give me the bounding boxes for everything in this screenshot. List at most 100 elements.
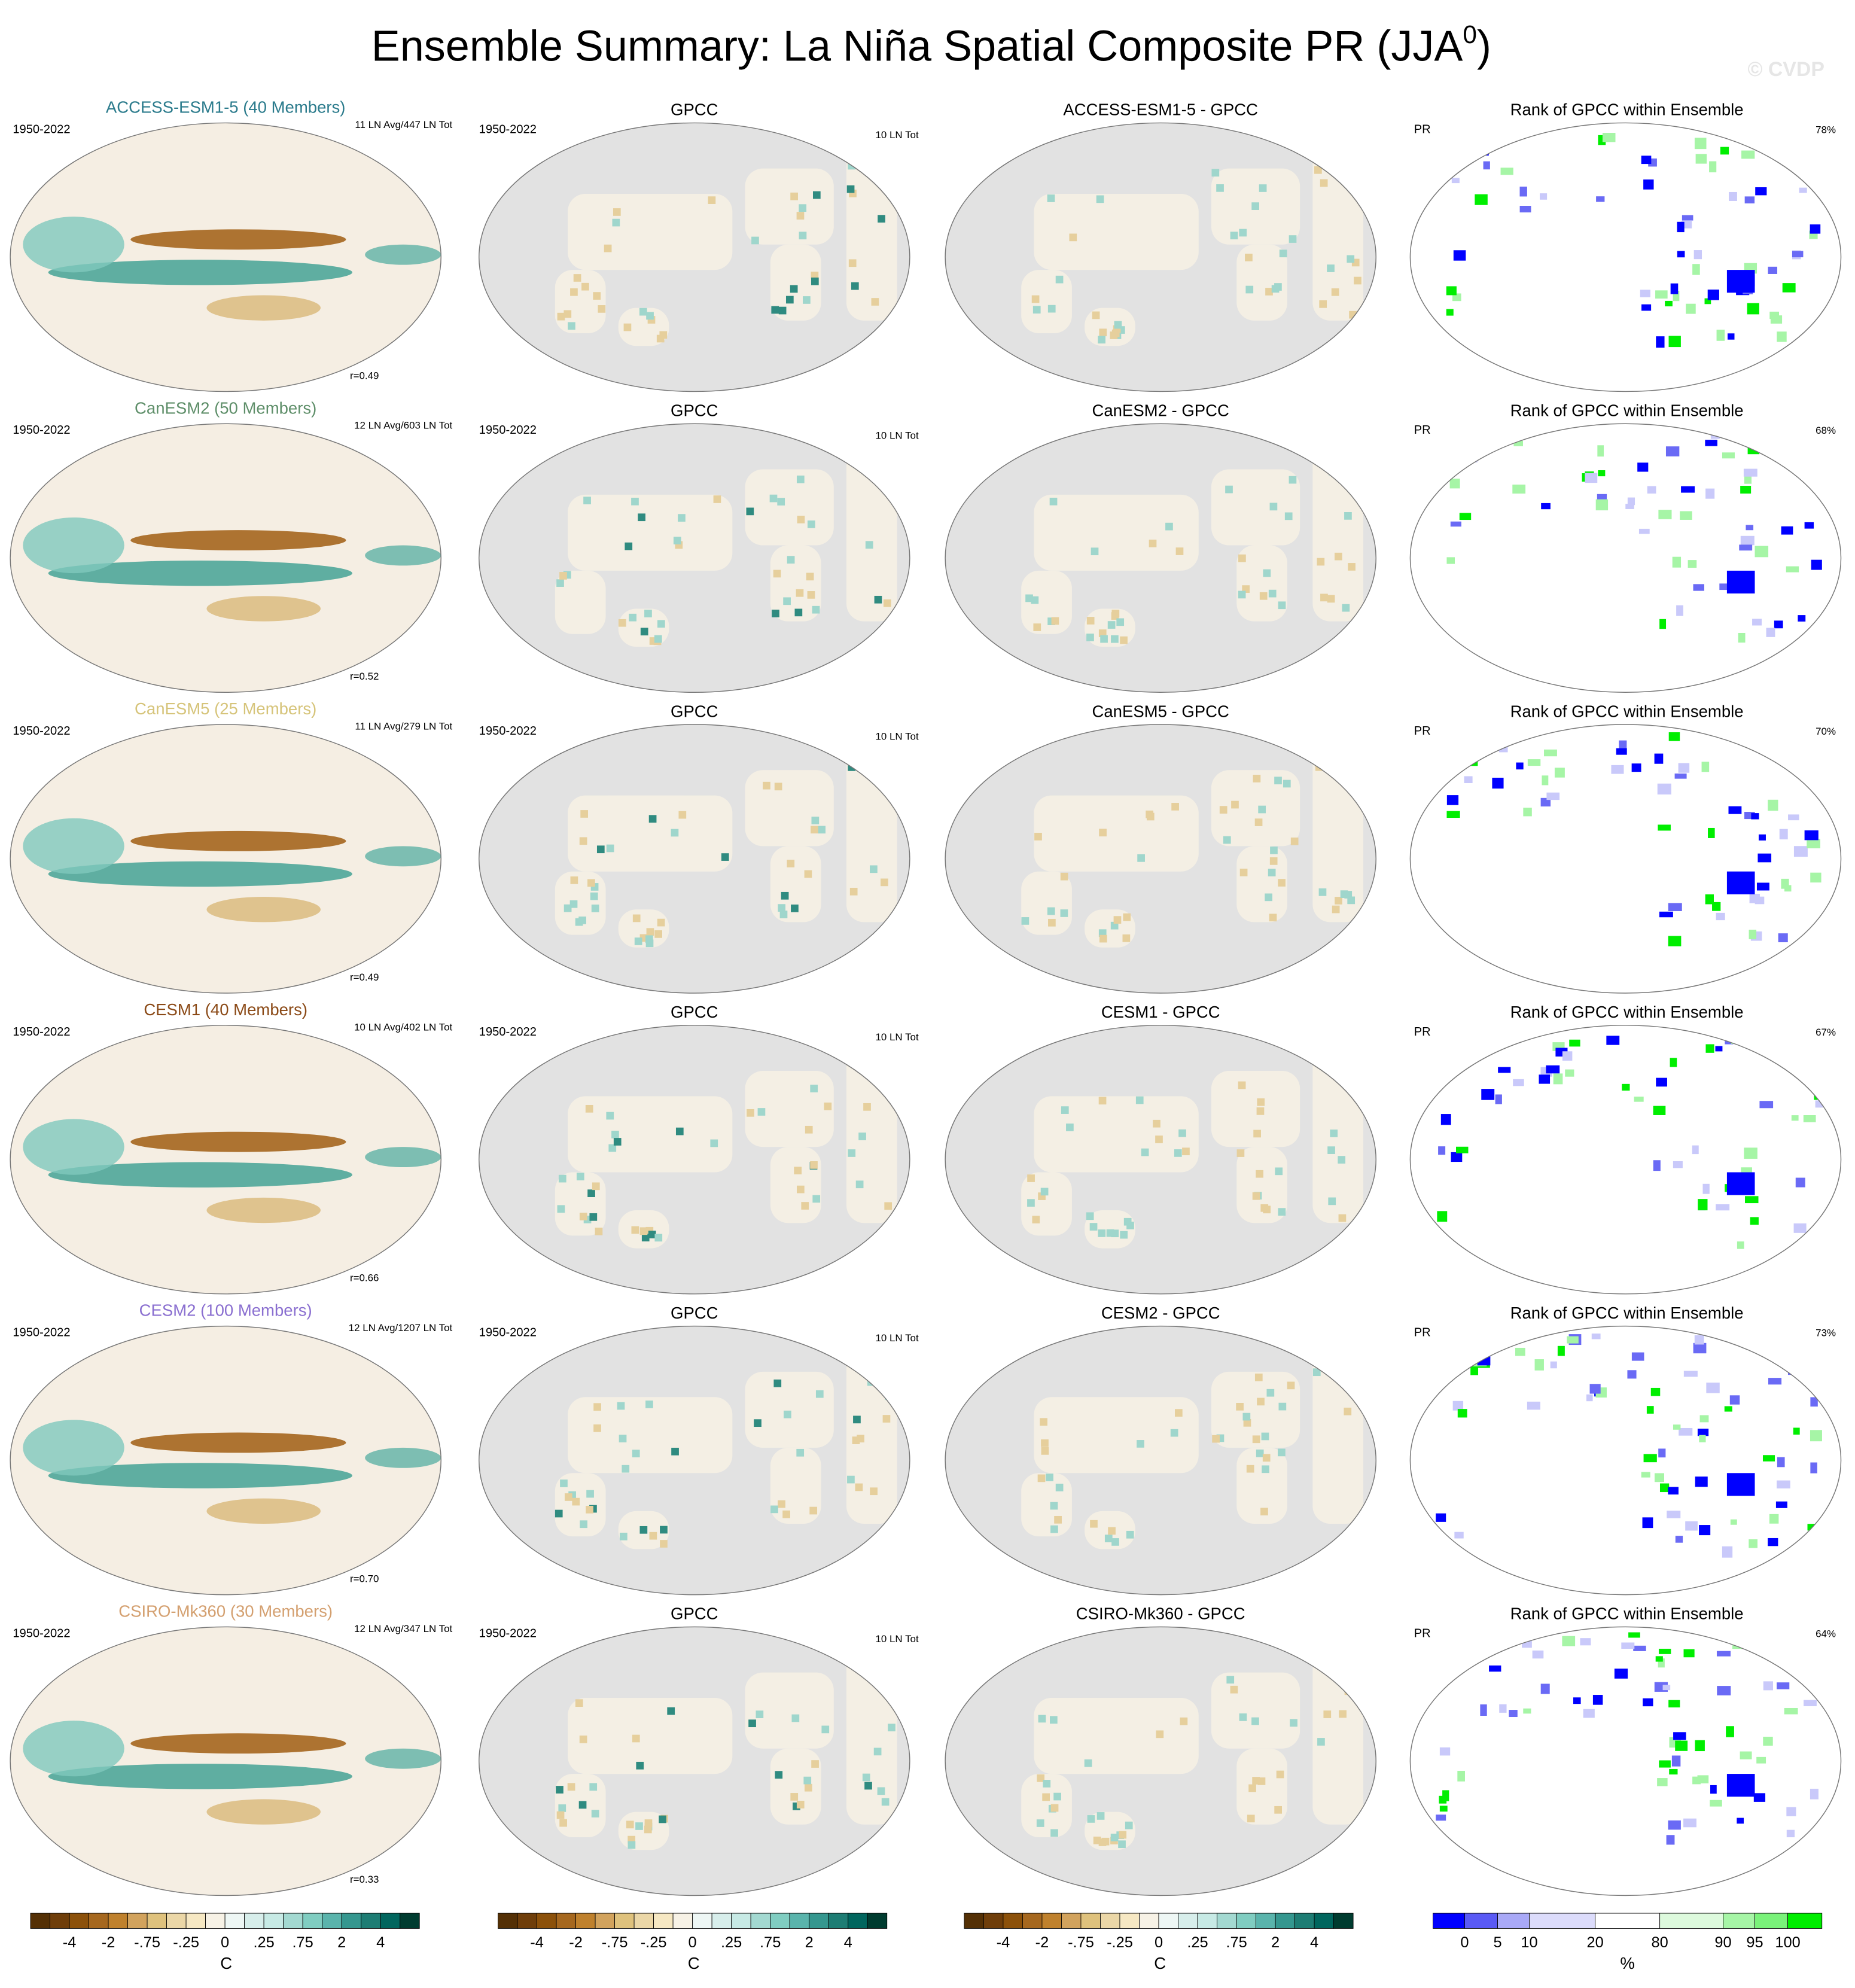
- rank-cell: [1668, 336, 1681, 348]
- rank-cell: [1729, 1395, 1740, 1405]
- anomaly-patch: [803, 296, 811, 304]
- anomaly-patch: [1021, 917, 1029, 925]
- colorbar-label: -2: [1035, 1934, 1049, 1951]
- anomaly-patch: [791, 904, 799, 912]
- rank-cell: [1457, 1770, 1465, 1782]
- rank-cell: [1512, 484, 1526, 494]
- anomaly-patch: [1256, 1449, 1264, 1457]
- land: [846, 143, 897, 321]
- rank-cell: [1621, 1642, 1635, 1649]
- rank-cell: [1705, 488, 1715, 499]
- rank-cell: [1673, 1161, 1683, 1168]
- rank-cell: [1693, 584, 1705, 591]
- land: [1312, 444, 1364, 622]
- rank-cell: [1757, 853, 1772, 863]
- rank-cell: [1464, 756, 1478, 766]
- colorbar-unit: %: [1620, 1954, 1634, 1972]
- map-field: [23, 517, 441, 622]
- rank-cell: [1591, 1334, 1601, 1339]
- map-background: [10, 424, 441, 693]
- ln-count: 11 LN Avg/447 LN Tot: [355, 119, 452, 130]
- anomaly-patch: [1230, 1685, 1238, 1694]
- rank-cell: [1439, 1795, 1447, 1804]
- rank-cell: [1695, 154, 1707, 164]
- anomaly-patch: [1252, 1777, 1260, 1785]
- rank-cell: [1641, 304, 1652, 311]
- rank-cell: [1707, 290, 1719, 300]
- rank-cell: [1515, 1347, 1525, 1356]
- anomaly-patch: [1312, 1368, 1321, 1377]
- colorbar-label: 0: [1155, 1934, 1163, 1951]
- anomaly-patch: [1236, 1149, 1245, 1157]
- anomaly-patch: [626, 1820, 634, 1829]
- colorbar-label: .25: [721, 1934, 742, 1951]
- anomaly-patch: [863, 1103, 871, 1111]
- land: [1211, 1371, 1300, 1448]
- brown-band: [130, 1733, 346, 1754]
- rank-cell: [1523, 808, 1532, 817]
- rank-variable: PR: [1414, 1326, 1431, 1339]
- anomaly-patch: [1253, 1130, 1261, 1138]
- rank-cell: [1546, 792, 1560, 800]
- rank-cell: [1540, 797, 1551, 807]
- rank-cell: [1699, 1525, 1711, 1536]
- rank-cell: [1730, 1519, 1737, 1525]
- anomaly-patch: [1261, 1432, 1269, 1441]
- rank-cell: [1786, 566, 1799, 573]
- rank-cell: [1739, 544, 1753, 551]
- rank-cell: [1722, 452, 1735, 459]
- rank-cell: [1677, 251, 1685, 258]
- anomaly-patch: [1239, 1713, 1247, 1721]
- rank-cell: [1454, 1532, 1464, 1539]
- rank-cell: [1539, 193, 1548, 200]
- rank-cell: [1437, 1211, 1448, 1222]
- colorbar-box: [108, 1913, 128, 1929]
- rank-cell: [1749, 893, 1760, 903]
- teal-blob: [23, 1119, 124, 1175]
- land: [1021, 570, 1072, 634]
- map-field: [23, 1119, 441, 1223]
- map-outline: [1409, 122, 1842, 392]
- rank-variable: PR: [1414, 1627, 1431, 1640]
- anomaly-patch: [1037, 1474, 1046, 1482]
- anomaly-patch: [796, 1448, 805, 1457]
- colorbar-box: [692, 1913, 712, 1929]
- colorbar-unit: C: [220, 1954, 232, 1972]
- rank-cell: [1758, 834, 1766, 841]
- colorbar-box: [1158, 1913, 1178, 1929]
- rank-variable: PR: [1414, 724, 1431, 738]
- colorbar-label: -.25: [173, 1934, 199, 1951]
- rank-cell: [1666, 1835, 1675, 1845]
- colorbar-label: -2: [102, 1934, 115, 1951]
- anomaly-patch: [791, 1714, 800, 1722]
- rank-cell: [1440, 1114, 1451, 1125]
- rank-cell: [1685, 1521, 1698, 1531]
- rank-cell: [1744, 1147, 1757, 1159]
- map-field: [23, 818, 441, 923]
- anomaly-patch: [1238, 590, 1246, 599]
- colorbar-box: [69, 1913, 89, 1929]
- rank-cell: [1436, 1815, 1446, 1821]
- anomaly-patch: [589, 1783, 598, 1791]
- rank-cell: [1784, 1707, 1798, 1715]
- colorbar-box: [30, 1913, 50, 1929]
- rank-cell: [1627, 497, 1635, 506]
- anomaly-patch: [821, 1725, 830, 1734]
- anomaly-patch: [1260, 1508, 1268, 1516]
- rank-cell: [1633, 1645, 1646, 1651]
- rank-cell: [1436, 1513, 1446, 1522]
- anomaly-patch: [1211, 169, 1220, 177]
- anomaly-patch: [1236, 1403, 1244, 1411]
- rank-cell: [1810, 1397, 1818, 1407]
- anomaly-patch: [1093, 1836, 1101, 1844]
- rank-cell: [1489, 1665, 1501, 1672]
- anomaly-patch: [1111, 635, 1119, 643]
- anomaly-patch: [560, 1479, 568, 1487]
- anomaly-patch: [785, 296, 794, 304]
- rank-cell: [1807, 839, 1820, 848]
- anomaly-patch: [1263, 569, 1271, 577]
- rank-blob: [1726, 1473, 1755, 1496]
- anomaly-patch: [713, 495, 721, 503]
- rank-cell: [1643, 1454, 1657, 1463]
- anomaly-patch: [1239, 868, 1248, 876]
